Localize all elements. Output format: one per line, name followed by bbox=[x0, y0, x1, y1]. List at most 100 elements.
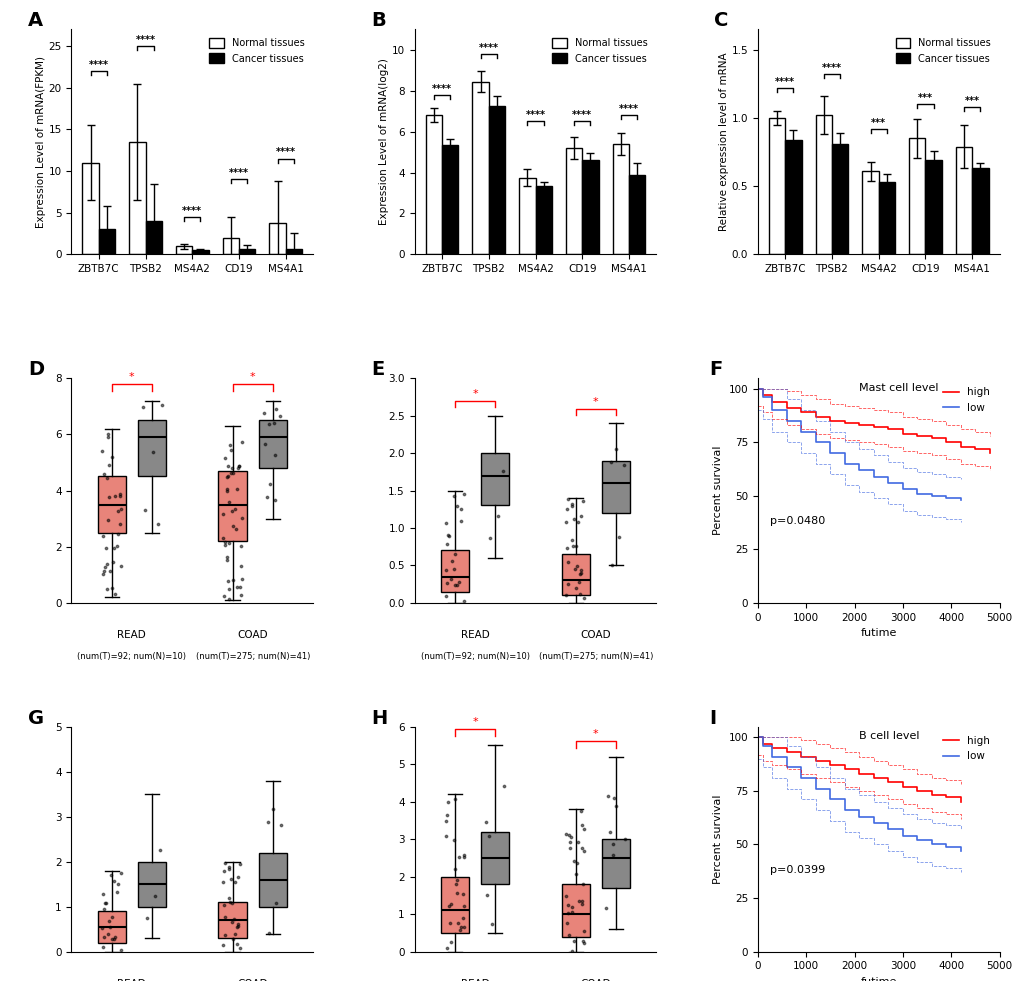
Bar bbox=[612, 144, 629, 254]
Point bbox=[607, 441, 624, 457]
Text: B: B bbox=[371, 12, 385, 30]
Point bbox=[615, 457, 632, 473]
Point bbox=[455, 850, 472, 865]
Point bbox=[565, 538, 581, 553]
Text: ***: *** bbox=[870, 118, 886, 128]
Point bbox=[452, 501, 469, 517]
Point bbox=[107, 929, 123, 945]
Bar bbox=[815, 116, 832, 254]
Point bbox=[215, 506, 231, 522]
PathPatch shape bbox=[481, 832, 508, 884]
PathPatch shape bbox=[138, 861, 166, 906]
Point bbox=[228, 919, 245, 935]
Bar bbox=[878, 182, 895, 254]
Point bbox=[604, 848, 621, 863]
Point bbox=[448, 885, 465, 901]
Point bbox=[437, 812, 453, 828]
Point bbox=[216, 450, 232, 466]
Point bbox=[442, 571, 459, 587]
Point bbox=[220, 458, 236, 474]
Bar bbox=[222, 237, 238, 254]
PathPatch shape bbox=[218, 903, 247, 938]
Point bbox=[597, 901, 613, 916]
Point bbox=[437, 589, 453, 604]
Point bbox=[218, 484, 234, 499]
Text: ****: **** bbox=[432, 83, 451, 93]
Text: ****: **** bbox=[478, 43, 498, 53]
Point bbox=[216, 897, 232, 912]
Point bbox=[229, 936, 246, 952]
Point bbox=[231, 580, 248, 595]
Point bbox=[575, 933, 591, 949]
Bar bbox=[908, 138, 924, 254]
Text: (num(T)=275; num(N)=41): (num(T)=275; num(N)=41) bbox=[538, 652, 652, 661]
Point bbox=[561, 840, 578, 855]
Point bbox=[215, 874, 231, 890]
Point bbox=[216, 908, 232, 924]
Text: (num(T)=92; num(N)=10): (num(T)=92; num(N)=10) bbox=[420, 652, 529, 661]
Point bbox=[105, 541, 121, 556]
Point bbox=[220, 592, 236, 607]
Point bbox=[447, 876, 464, 892]
Point bbox=[261, 925, 277, 941]
Point bbox=[224, 931, 240, 947]
Point bbox=[98, 896, 114, 911]
Point bbox=[564, 904, 580, 919]
Point bbox=[103, 908, 119, 924]
Text: READ: READ bbox=[461, 979, 489, 981]
Point bbox=[483, 916, 499, 932]
Point bbox=[271, 408, 287, 424]
Text: ****: **** bbox=[821, 63, 841, 74]
Point bbox=[227, 926, 244, 942]
Point bbox=[103, 867, 119, 883]
Point bbox=[559, 554, 576, 570]
Point bbox=[215, 863, 231, 879]
Bar bbox=[192, 250, 209, 254]
Point bbox=[234, 435, 251, 450]
PathPatch shape bbox=[259, 420, 286, 468]
Text: Mast cell level: Mast cell level bbox=[859, 383, 937, 392]
Point bbox=[223, 465, 239, 481]
Text: READ: READ bbox=[461, 630, 489, 640]
Text: *: * bbox=[592, 396, 598, 406]
Point bbox=[224, 460, 240, 476]
Point bbox=[572, 586, 588, 601]
Point bbox=[559, 898, 576, 913]
Point bbox=[455, 486, 472, 501]
Point bbox=[219, 548, 235, 564]
Point bbox=[100, 429, 116, 444]
Bar bbox=[582, 160, 598, 254]
Point bbox=[222, 441, 238, 457]
Point bbox=[226, 874, 243, 890]
Point bbox=[455, 919, 472, 935]
Point bbox=[437, 562, 453, 578]
Point bbox=[559, 905, 576, 921]
Text: *: * bbox=[472, 388, 478, 398]
Point bbox=[229, 869, 246, 885]
Point bbox=[99, 470, 115, 486]
Point bbox=[154, 397, 170, 413]
Point bbox=[109, 885, 125, 901]
Point bbox=[573, 508, 589, 524]
Point bbox=[448, 578, 465, 594]
Point bbox=[102, 563, 118, 579]
PathPatch shape bbox=[98, 477, 125, 533]
Point bbox=[99, 556, 115, 572]
Point bbox=[97, 541, 113, 556]
Point bbox=[446, 861, 463, 877]
PathPatch shape bbox=[561, 884, 589, 937]
Point bbox=[570, 514, 586, 530]
PathPatch shape bbox=[481, 453, 508, 505]
Point bbox=[564, 900, 580, 915]
Point bbox=[224, 518, 240, 534]
Point bbox=[575, 591, 591, 606]
Bar bbox=[425, 116, 441, 254]
Point bbox=[437, 515, 453, 531]
Point bbox=[437, 829, 453, 845]
Y-axis label: Expression Level of mRNA(FPKM): Expression Level of mRNA(FPKM) bbox=[36, 56, 46, 228]
Point bbox=[451, 922, 468, 938]
Point bbox=[113, 865, 129, 881]
Bar bbox=[488, 106, 504, 254]
Point bbox=[569, 557, 585, 573]
Point bbox=[228, 481, 245, 496]
